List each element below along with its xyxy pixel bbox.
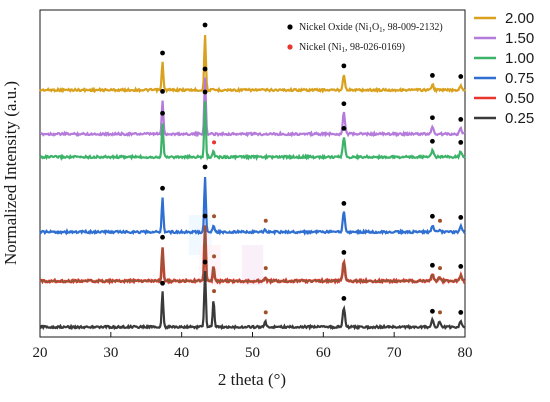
series-line-0.25: [39, 271, 466, 331]
nio-peak-marker: [458, 74, 464, 79]
reference-marker: [287, 44, 293, 50]
ni-peak-marker: [438, 266, 442, 271]
ni-peak-marker: [438, 310, 442, 315]
nio-peak-marker: [430, 308, 435, 314]
x-tick-label: 80: [458, 345, 473, 361]
ni-peak-marker: [263, 266, 268, 271]
nio-peak-marker: [430, 115, 435, 121]
nio-peak-marker: [202, 213, 208, 219]
nio-peak-marker: [458, 310, 464, 315]
ni-peak-marker: [212, 140, 217, 145]
reference-marker: [287, 24, 293, 30]
reference-label: Nickel (Ni1, 98-026-0169): [299, 42, 405, 54]
nio-peak-marker: [458, 264, 464, 269]
x-axis-ticks: 20 30 40 50 60 70 80: [33, 332, 473, 361]
x-tick-label: 60: [316, 345, 331, 361]
nio-peak-marker: [160, 280, 165, 286]
nio-peak-marker: [160, 50, 165, 56]
reference-legend: Nickel Oxide (Ni1O1, 98-009-2132) Nickel …: [287, 22, 443, 54]
nio-peak-marker: [430, 73, 435, 78]
nio-peak-marker: [341, 125, 347, 131]
series-legend: 2.00 1.50 1.00 0.75 0.50 0.25: [474, 10, 534, 127]
ni-peak-marker: [438, 218, 442, 223]
nio-peak-marker: [160, 185, 165, 191]
legend-label-1.50: 1.50: [505, 30, 534, 47]
x-axis-label: 2 theta (°): [218, 370, 286, 389]
ni-peak-marker: [212, 254, 217, 259]
series-line-1.00: [39, 101, 466, 161]
background-band: [241, 245, 264, 285]
nio-peak-marker: [430, 138, 435, 144]
nio-peak-marker: [202, 259, 208, 265]
nio-peak-marker: [341, 296, 347, 301]
nio-peak-marker: [160, 89, 165, 94]
nio-peak-marker: [341, 63, 347, 69]
nio-peak-marker: [430, 213, 435, 219]
reference-label: Nickel Oxide (Ni1O1, 98-009-2132): [299, 22, 443, 34]
nio-peak-marker: [202, 89, 208, 95]
x-tick-label: 70: [387, 345, 402, 361]
series-lines: [39, 34, 466, 331]
ni-peak-marker: [212, 214, 217, 219]
ni-peak-marker: [263, 310, 268, 315]
legend-label-0.25: 0.25: [505, 110, 534, 127]
x-tick-label: 40: [174, 345, 189, 361]
x-tick-label: 20: [33, 345, 48, 361]
series-line-overlay-0.50: [39, 225, 466, 284]
nio-peak-marker: [458, 215, 464, 220]
ni-peak-marker: [212, 289, 217, 294]
nio-peak-marker: [202, 164, 208, 170]
plot-frame: [39, 9, 466, 338]
nio-peak-marker: [341, 201, 347, 206]
nio-peak-marker: [430, 262, 435, 268]
nio-peak-marker: [458, 117, 464, 122]
background-bands: [188, 215, 264, 285]
legend-label-0.50: 0.50: [505, 90, 534, 107]
series-line-2.00: [39, 34, 466, 94]
series-line-0.75: [39, 177, 466, 236]
series-line-1.50: [39, 77, 466, 138]
legend-label-2.00: 2.00: [505, 10, 534, 27]
peak-markers: [160, 22, 464, 315]
ni-peak-marker: [263, 218, 268, 223]
y-axis-label: Normalized Intensity (a.u.): [1, 81, 20, 265]
nio-peak-marker: [341, 250, 347, 255]
legend-label-0.75: 0.75: [505, 70, 534, 87]
nio-peak-marker: [458, 140, 464, 145]
x-tick-label: 50: [245, 345, 260, 361]
legend-label-1.00: 1.00: [505, 50, 534, 67]
x-tick-label: 30: [103, 345, 118, 361]
nio-peak-marker: [202, 66, 208, 72]
nio-peak-marker: [341, 101, 347, 107]
nio-peak-marker: [160, 110, 165, 116]
nio-peak-marker: [160, 234, 165, 240]
nio-peak-marker: [202, 22, 208, 28]
